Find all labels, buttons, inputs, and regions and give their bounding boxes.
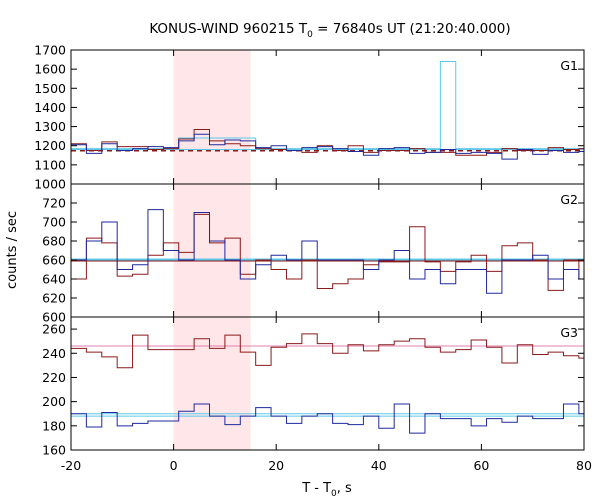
series-step-2	[71, 213, 584, 291]
y-tick-label: 600	[42, 310, 66, 325]
y-tick-label: 660	[42, 253, 66, 268]
x-tick-label: 0	[170, 458, 178, 473]
y-tick-label: 700	[42, 215, 66, 230]
y-tick-label: 720	[42, 196, 66, 211]
shaded-interval	[173, 184, 251, 317]
y-tick-label: 1200	[34, 138, 66, 153]
y-tick-label: 240	[42, 346, 66, 361]
series-step-1	[71, 209, 584, 294]
y-tick-label: 1400	[34, 100, 66, 115]
y-tick-label: 1500	[34, 81, 66, 96]
panel-label-g2: G2	[560, 192, 578, 207]
series-step-1	[71, 133, 584, 160]
y-tick-label: 1300	[34, 119, 66, 134]
panel-g1: 1000 1100 1200 1300 1400 1500 1600 1700 G1	[34, 43, 585, 192]
y-axis-label: counts / sec	[5, 211, 20, 289]
panel-label-g1: G1	[560, 58, 578, 73]
series-step-2	[71, 333, 584, 369]
y-tick-label: 1600	[34, 62, 66, 77]
y-tick-label: 680	[42, 234, 66, 249]
y-tick-label: 260	[42, 322, 66, 337]
x-axis-label: T - T0, s	[301, 481, 352, 499]
y-tick-label: 640	[42, 272, 66, 287]
series-step-3	[71, 60, 584, 150]
panel-g3: 160 180 200 220 240 260 G3	[42, 316, 585, 458]
y-tick-label: 200	[42, 394, 66, 409]
y-tick-label: 620	[42, 291, 66, 306]
title-subscript: 0	[307, 30, 313, 40]
panel-g2: 600 620 640 660 680 700 720 G2	[42, 183, 585, 325]
shaded-interval	[173, 50, 251, 184]
panel-frame	[70, 316, 585, 451]
panel-label-g3: G3	[560, 325, 578, 340]
y-tick-label: 220	[42, 370, 66, 385]
chart-title: KONUS-WIND 960215 T0 = 76840s UT (21:20:…	[149, 21, 510, 40]
xlabel-subscript: 0	[331, 489, 337, 499]
x-tick-label: 80	[576, 458, 592, 473]
x-tick-label: 40	[371, 458, 387, 473]
y-tick-label: 1700	[34, 43, 66, 58]
y-tick-label: 180	[42, 418, 66, 433]
x-tick-label: -20	[61, 458, 81, 473]
series-step-1	[71, 403, 584, 434]
y-tick-label: 1100	[34, 157, 66, 172]
panel-frame	[70, 49, 585, 185]
x-tick-label: 20	[268, 458, 284, 473]
shaded-interval	[173, 317, 251, 450]
y-tick-label: 160	[42, 443, 66, 458]
y-tick-label: 1000	[34, 177, 66, 192]
x-tick-label: 60	[473, 458, 489, 473]
series-step-2	[71, 128, 584, 156]
